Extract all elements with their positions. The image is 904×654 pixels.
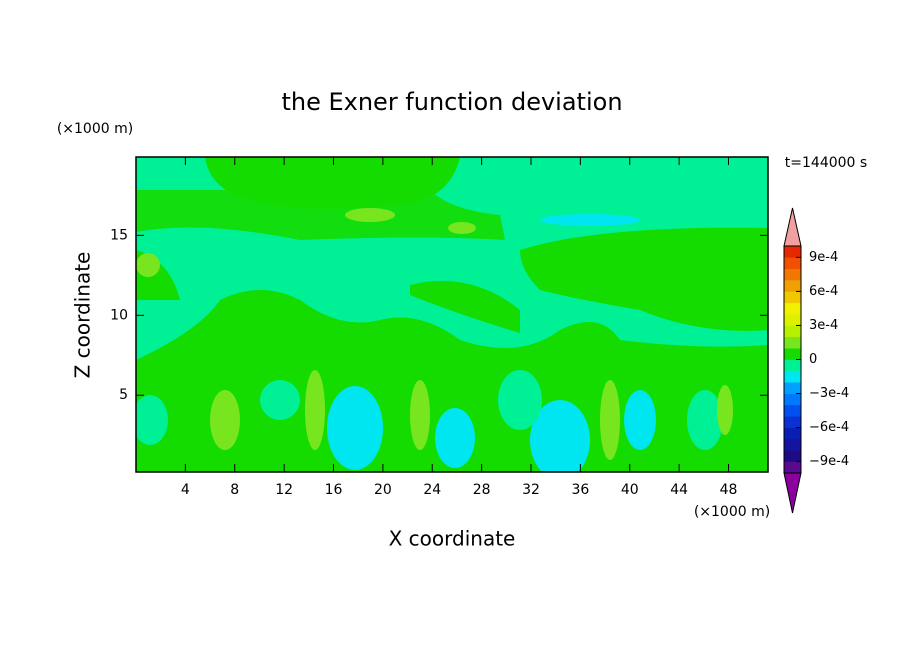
colorbar-band [784, 438, 801, 451]
y-tick-label: 5 [119, 387, 128, 403]
colorbar-band [784, 370, 801, 383]
x-tick-label: 36 [571, 482, 589, 498]
colorbar-band [784, 268, 801, 281]
y-tick-label: 10 [110, 307, 128, 323]
x-tick-label: 48 [720, 482, 738, 498]
colorbar-label: 6e-4 [809, 284, 838, 299]
colorbar-label: 3e-4 [809, 318, 838, 333]
colorbar-band [784, 427, 801, 440]
x-tick-label: 20 [374, 482, 392, 498]
x-tick-label: 16 [325, 482, 343, 498]
colorbar-band [784, 348, 801, 360]
colorbar-band [784, 382, 801, 394]
colorbar-band [784, 291, 801, 304]
colorbar-band [784, 257, 801, 269]
colorbar-label: −6e-4 [809, 420, 849, 435]
colorbar-band [784, 404, 801, 417]
colorbar-band [784, 314, 801, 326]
x-axis-label: X coordinate [389, 527, 516, 551]
x-tick-label: 44 [670, 482, 688, 498]
colorbar-label: −9e-4 [809, 454, 849, 469]
colorbar-band [784, 336, 801, 349]
plot-frame [135, 156, 769, 473]
colorbar-band [784, 393, 801, 406]
x-tick-label: 28 [473, 482, 491, 498]
y-tick-label: 15 [110, 227, 128, 243]
x-tick-label: 12 [275, 482, 293, 498]
colorbar-band [784, 325, 801, 338]
colorbar-label: 0 [809, 352, 817, 367]
x-unit: (×1000 m) [694, 504, 770, 520]
colorbar-label: 9e-4 [809, 250, 838, 265]
colorbar-band [784, 359, 801, 372]
y-axis-label: Z coordinate [71, 252, 95, 379]
colorbar-under [783, 472, 802, 514]
colorbar-band [784, 302, 801, 315]
x-tick-label: 24 [423, 482, 441, 498]
x-tick-label: 32 [522, 482, 540, 498]
contour-field [136, 157, 768, 472]
y-unit: (×1000 m) [57, 121, 133, 137]
colorbar-band [784, 246, 801, 258]
colorbar-over [783, 207, 802, 247]
colorbar-band [784, 416, 801, 428]
colorbar-band [784, 461, 801, 474]
colorbar-band [784, 280, 801, 292]
colorbar-band [784, 450, 801, 462]
annotation: t=144000 s [785, 155, 867, 171]
colorbar-label: −3e-4 [809, 386, 849, 401]
chart-title: the Exner function deviation [281, 88, 622, 116]
x-tick-label: 40 [621, 482, 639, 498]
x-tick-label: 4 [181, 482, 190, 498]
x-tick-label: 8 [230, 482, 239, 498]
